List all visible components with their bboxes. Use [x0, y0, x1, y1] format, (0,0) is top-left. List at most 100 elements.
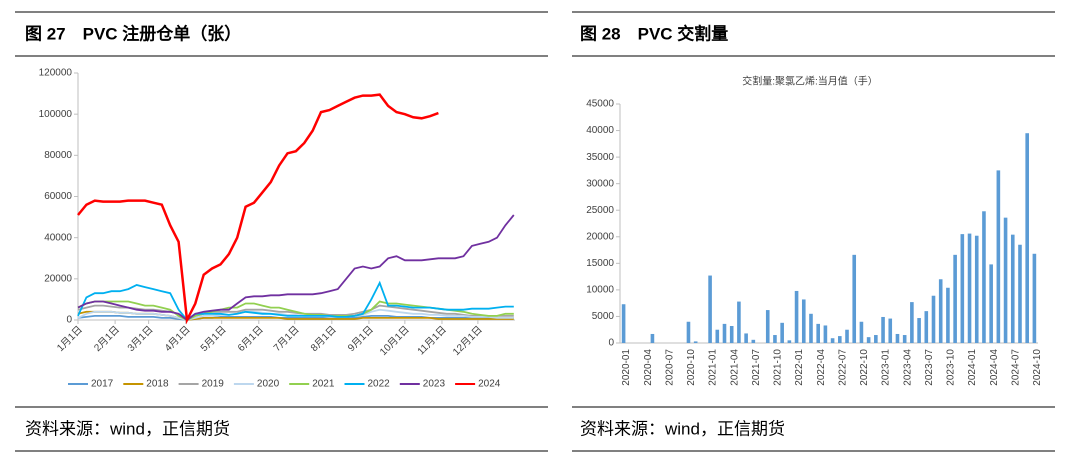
- x-tick-label: 2020-07: [664, 349, 675, 386]
- y-tick-label: 45000: [586, 99, 614, 110]
- bar: [888, 318, 893, 343]
- bar: [902, 335, 907, 343]
- x-tick-label: 8月1日: [308, 324, 338, 354]
- bar: [715, 329, 720, 343]
- x-tick-label: 2023-01: [881, 349, 892, 386]
- legend-label: 2022: [368, 379, 391, 390]
- bar: [830, 338, 835, 343]
- x-tick-label: 1月1日: [54, 324, 84, 354]
- bar: [765, 310, 770, 343]
- x-tick-label: 2023-04: [902, 349, 913, 386]
- x-tick-label: 2024-04: [989, 349, 1000, 386]
- bar: [1018, 244, 1022, 343]
- legend-label: 2017: [91, 379, 114, 390]
- bar: [751, 339, 756, 343]
- y-tick-label: 15000: [586, 258, 614, 269]
- bar: [838, 336, 842, 343]
- y-tick-label: 120000: [39, 68, 73, 79]
- x-tick-label: 11月1日: [415, 324, 449, 358]
- bar: [650, 333, 655, 343]
- x-tick-label: 9月1日: [345, 324, 375, 354]
- bar: [874, 335, 878, 343]
- source: 资料来源：wind，正信期货: [580, 419, 785, 438]
- bar: [974, 235, 979, 343]
- legend-label: 2023: [423, 379, 446, 390]
- y-tick-label: 40000: [44, 232, 72, 243]
- bar: [823, 325, 828, 343]
- chart-subtitle: 交割量:聚氯乙烯:当月值（手）: [742, 75, 878, 88]
- x-tick-label: 2021-04: [729, 349, 740, 386]
- x-tick-label: 2024-07: [1010, 349, 1021, 386]
- line-series: [77, 304, 514, 322]
- x-tick-label: 5月1日: [198, 324, 228, 354]
- bar: [686, 321, 691, 343]
- bar: [1003, 217, 1008, 343]
- y-tick-label: 20000: [44, 273, 72, 284]
- source: 资料来源：wind，正信期货: [25, 419, 230, 438]
- bar: [794, 290, 799, 343]
- x-tick-label: 2022-10: [859, 349, 870, 386]
- x-tick-label: 7月1日: [271, 324, 301, 354]
- chart-title: 图 27 PVC 注册仓单（张）: [25, 23, 241, 43]
- bar: [967, 233, 972, 343]
- x-tick-label: 2024-10: [1032, 349, 1043, 386]
- x-tick-label: 2021-10: [773, 349, 784, 386]
- x-tick-label: 2月1日: [92, 324, 122, 354]
- bar: [996, 170, 1001, 343]
- y-tick-label: 60000: [44, 191, 72, 202]
- line-series: [77, 280, 514, 322]
- bar: [917, 318, 921, 343]
- y-tick-label: 25000: [586, 205, 614, 216]
- bar: [693, 341, 698, 343]
- bar: [809, 313, 813, 343]
- x-tick-label: 4月1日: [162, 324, 192, 354]
- line-series: [77, 214, 515, 322]
- y-tick-label: 35000: [586, 152, 614, 163]
- x-tick-label: 6月1日: [235, 324, 265, 354]
- bar: [924, 311, 929, 343]
- x-tick-label: 2020-04: [643, 349, 654, 386]
- bar: [938, 279, 943, 343]
- legend-label: 2019: [202, 379, 225, 390]
- x-tick-label: 2022-01: [794, 349, 805, 386]
- bar: [931, 295, 936, 343]
- line-series: [77, 308, 514, 321]
- bar: [1025, 133, 1029, 343]
- x-tick-label: 2020-10: [686, 349, 697, 386]
- y-tick-label: 0: [66, 315, 72, 326]
- bar: [708, 275, 712, 343]
- bar: [773, 335, 777, 343]
- y-tick-label: 10000: [586, 285, 614, 296]
- y-tick-label: 40000: [586, 125, 614, 136]
- bar: [1032, 253, 1037, 343]
- bar: [801, 299, 806, 343]
- line-series: [77, 93, 439, 325]
- x-tick-label: 2021-01: [708, 349, 719, 386]
- y-tick-label: 80000: [44, 150, 72, 161]
- legend-label: 2021: [312, 379, 335, 390]
- x-tick-label: 2023-10: [946, 349, 957, 386]
- bar: [787, 340, 792, 343]
- bar: [960, 234, 965, 343]
- bar: [866, 337, 871, 343]
- bar: [852, 254, 857, 343]
- legend-label: 2020: [257, 379, 280, 390]
- bar: [881, 316, 885, 343]
- line-series: [77, 315, 514, 321]
- chart-title: 图 28 PVC 交割量: [580, 23, 728, 43]
- bar: [859, 321, 864, 343]
- x-tick-label: 10月1日: [377, 324, 411, 358]
- bar: [982, 211, 986, 343]
- bar: [621, 304, 626, 343]
- bar: [910, 302, 914, 343]
- y-tick-label: 30000: [586, 178, 614, 189]
- y-tick-label: 20000: [586, 231, 614, 242]
- bar: [989, 264, 993, 343]
- y-tick-label: 0: [608, 338, 614, 349]
- x-tick-label: 2020-01: [621, 349, 632, 386]
- bar: [737, 301, 741, 343]
- y-tick-label: 100000: [39, 109, 73, 120]
- x-tick-label: 12月1日: [450, 324, 484, 358]
- bar: [722, 323, 727, 343]
